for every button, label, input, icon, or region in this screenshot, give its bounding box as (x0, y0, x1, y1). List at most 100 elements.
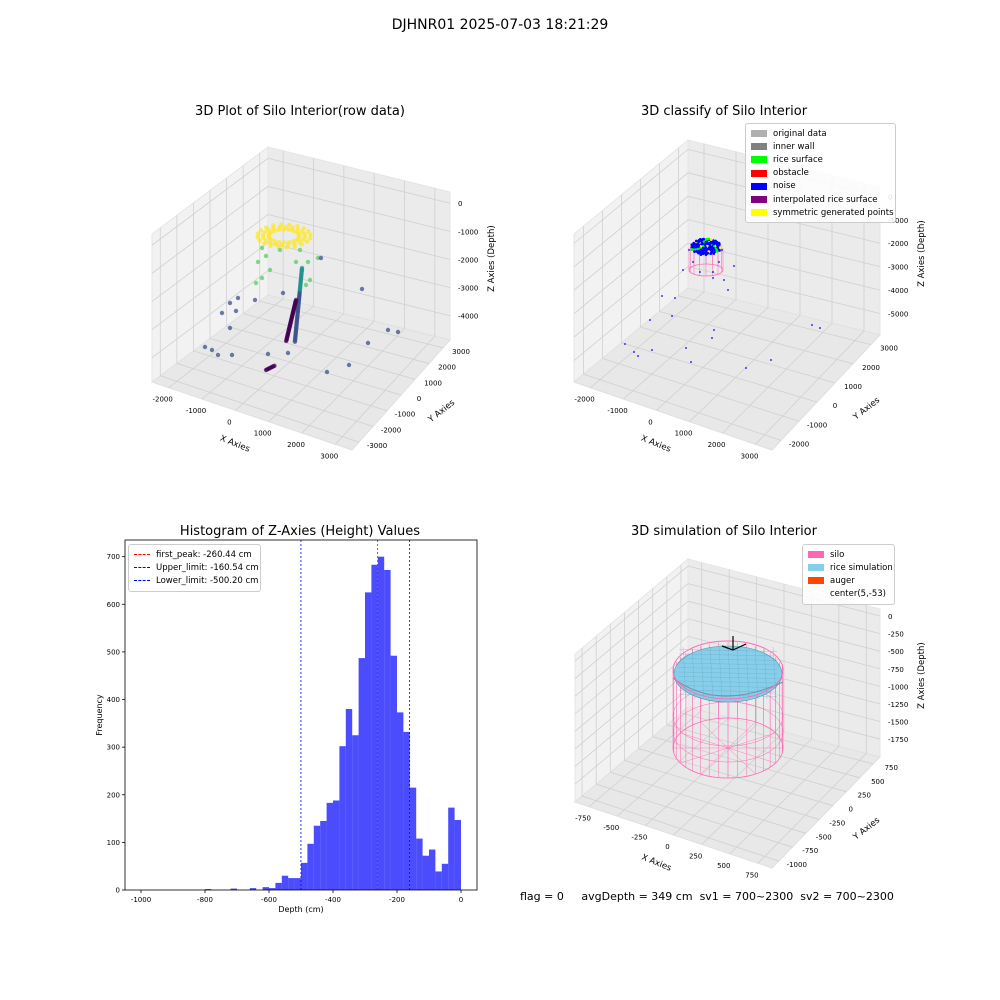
p2-y-tick-label: 1000 (844, 383, 862, 391)
p2-point (710, 241, 714, 245)
p4-z-grid (687, 653, 881, 705)
p1-point (294, 317, 300, 322)
p2-noise-point (661, 295, 663, 297)
p2-x-tick-label: 2000 (708, 441, 726, 449)
p1-point (307, 277, 313, 283)
p2-point (699, 248, 703, 252)
p2-point (708, 239, 712, 243)
histogram-bar (313, 825, 321, 890)
p1-point (263, 253, 269, 259)
p1-point (294, 324, 299, 329)
p2-x-grid (590, 291, 705, 388)
legend-label: interpolated rice surface (773, 194, 878, 205)
p4-z-grid (687, 618, 881, 670)
p2-point (713, 240, 717, 244)
p4-rice-mesh (754, 646, 759, 700)
x-tick-label: -400 (325, 896, 341, 904)
p1-point (289, 314, 295, 319)
p1-point (324, 369, 330, 375)
p4-z-grid (687, 671, 881, 722)
p2-x-grid (689, 315, 801, 422)
p4-y-tick-label: 500 (871, 778, 884, 786)
p2-point (709, 238, 713, 242)
p1-point (266, 233, 271, 239)
p2-point (699, 253, 703, 256)
legend-item: Upper_limit: -160.54 cm (134, 561, 259, 574)
p2-noise-point (723, 279, 725, 281)
p1-point (255, 231, 261, 236)
legend-item: interpolated rice surface (751, 193, 890, 206)
p1-point (295, 227, 301, 232)
p4-rice-mesh (727, 646, 732, 700)
p1-point (284, 337, 289, 343)
legend-label: rice surface (773, 154, 823, 165)
legend-label: inner wall (773, 141, 815, 152)
p1-x-tick-label: -2000 (152, 396, 172, 404)
p2-y-grid (678, 295, 872, 345)
p4-z-grid (574, 688, 689, 785)
p1-point (295, 313, 300, 318)
p4-rice-mesh (678, 662, 778, 666)
p4-x-tick-label: 750 (745, 871, 758, 879)
p2-y-grid (621, 342, 818, 403)
p2-point (704, 241, 708, 244)
p2-x-tick-label: -1000 (607, 407, 627, 415)
p2-point (705, 244, 709, 248)
p2-point (708, 240, 712, 244)
p1-point (287, 324, 292, 329)
p1-point (235, 295, 241, 301)
p2-point (700, 238, 703, 242)
histogram-bar (345, 709, 353, 890)
flag-text: flag = 0 (520, 890, 564, 903)
histogram-bar (307, 843, 314, 890)
p2-point (702, 237, 705, 241)
p1-point (299, 242, 304, 247)
p2-noise-point (633, 351, 635, 353)
p2-point (707, 241, 710, 244)
p2-point (717, 243, 721, 247)
p1-point (295, 223, 300, 229)
histogram-bar (301, 862, 308, 890)
p4-x-axis-label: X Axies (640, 853, 673, 874)
legend-line (134, 554, 150, 556)
p1-point (293, 259, 299, 265)
p2-point (706, 251, 710, 255)
p1-point (292, 339, 298, 344)
p1-point (299, 269, 304, 274)
p2-point (699, 246, 702, 250)
p2-point (713, 242, 717, 246)
p4-z-grid (574, 583, 689, 679)
p1-point (297, 285, 303, 291)
x-tick-label: -800 (197, 896, 213, 904)
p2-point (715, 242, 719, 246)
legend-label: original data (773, 128, 827, 139)
p1-point (299, 273, 304, 278)
p1-point (285, 332, 290, 337)
p2-point (690, 243, 694, 247)
p1-point (277, 224, 282, 230)
p2-point (700, 238, 704, 242)
p4-z-grid (574, 653, 689, 750)
p1-point (295, 312, 300, 317)
p2-point (702, 239, 705, 243)
p1-left-pane (151, 146, 269, 383)
p2-point (711, 239, 715, 242)
p2-point (693, 242, 696, 246)
p4-center-marker (732, 643, 747, 651)
p1-x-grid (168, 298, 284, 388)
p2-point (703, 243, 707, 247)
p4-x-tick-label: -500 (603, 824, 619, 832)
p1-point (293, 328, 299, 333)
p4-x-grid (757, 753, 867, 864)
p2-point (706, 240, 710, 244)
histogram-bar (409, 787, 417, 890)
p1-point (271, 364, 276, 369)
p2-point (698, 238, 702, 241)
p1-point (265, 351, 271, 357)
p1-point (295, 309, 300, 314)
p1-y-grid (160, 375, 360, 443)
p1-point (293, 335, 298, 341)
histogram-bar (441, 863, 449, 890)
p2-point (701, 241, 705, 245)
p2-point (706, 239, 709, 243)
